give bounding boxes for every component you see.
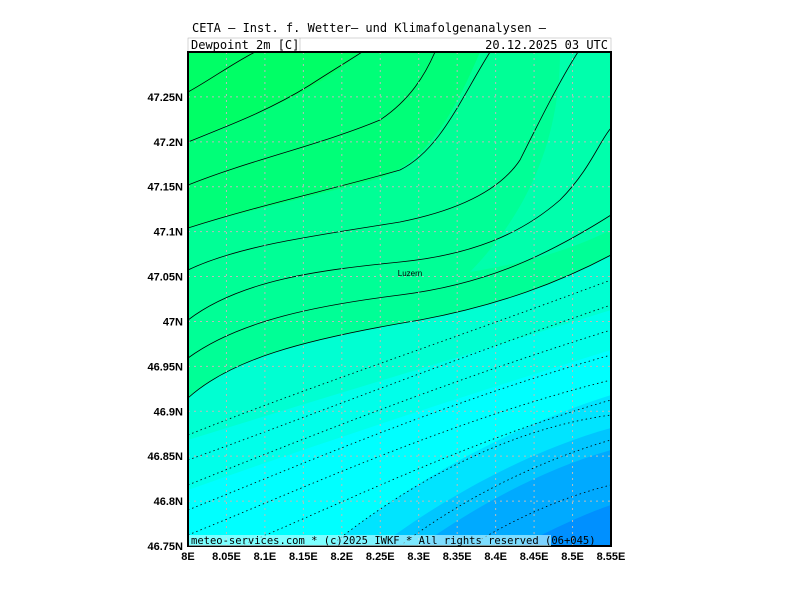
- y-tick-label: 47.1N: [154, 227, 183, 239]
- y-tick-label: 46.75N: [148, 541, 184, 553]
- x-tick-label: 8.1E: [254, 551, 277, 563]
- footer-box: [189, 535, 551, 546]
- y-tick-label: 47.25N: [148, 92, 184, 104]
- field: [188, 52, 611, 546]
- band: [420, 450, 611, 546]
- variable-label: Dewpoint_2m_[C]: [191, 38, 299, 52]
- y-tick-label: 47.05N: [148, 272, 184, 284]
- x-tick-label: 8.15E: [289, 551, 318, 563]
- x-tick-label: 8.5E: [561, 551, 584, 563]
- x-tick-label: 8.35E: [443, 551, 472, 563]
- y-tick-label: 47N: [163, 316, 183, 328]
- y-tick-label: 47.15N: [148, 182, 184, 194]
- x-tick-label: 8.45E: [520, 551, 549, 563]
- y-tick-label: 46.9N: [154, 406, 183, 418]
- header-title: CETA — Inst. f. Wetter— und Klimafolgena…: [192, 21, 547, 35]
- x-tick-label: 8.25E: [366, 551, 395, 563]
- x-tick-label: 8E: [181, 551, 194, 563]
- band: [470, 52, 611, 272]
- time-label: 20.12.2025 03 UTC: [485, 38, 608, 52]
- footer: meteo-services.com * (c)2025 IWKF * All …: [191, 535, 596, 547]
- x-tick-label: 8.55E: [597, 551, 626, 563]
- y-tick-label: 47.2N: [154, 137, 183, 149]
- y-tick-label: 46.95N: [148, 361, 184, 373]
- place-label: Luzern: [398, 269, 422, 278]
- x-tick-label: 8.05E: [212, 551, 241, 563]
- contours: [188, 52, 611, 546]
- x-tick-label: 8.4E: [484, 551, 507, 563]
- grid: [188, 52, 611, 546]
- x-tick-label: 8.2E: [330, 551, 353, 563]
- x-tick-label: 8.3E: [407, 551, 430, 563]
- y-tick-label: 46.8N: [154, 496, 183, 508]
- y-tick-label: 46.85N: [148, 451, 184, 463]
